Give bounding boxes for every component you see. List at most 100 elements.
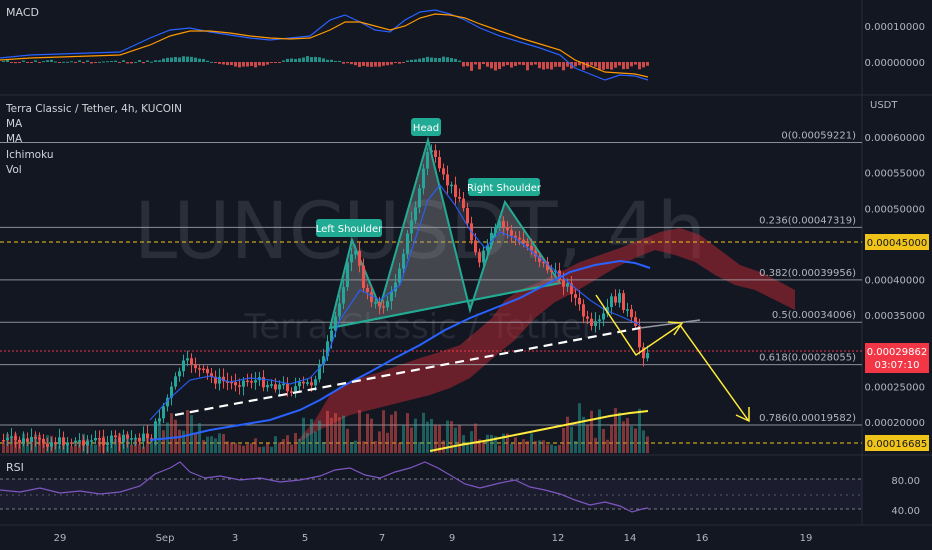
volume-bar bbox=[234, 442, 237, 453]
volume-bar bbox=[414, 418, 417, 453]
macd-histogram-bar bbox=[182, 56, 185, 62]
macd-histogram-bar bbox=[358, 62, 361, 67]
volume-bar bbox=[222, 434, 225, 453]
candle-body bbox=[510, 230, 513, 236]
macd-histogram-bar bbox=[150, 61, 153, 63]
macd-histogram-bar bbox=[38, 62, 41, 63]
candle-body bbox=[106, 442, 109, 446]
macd-pane-title[interactable]: MACD bbox=[6, 6, 39, 19]
candle-body bbox=[298, 381, 301, 387]
head-label[interactable]: Head bbox=[411, 118, 441, 136]
projection-path[interactable] bbox=[595, 294, 749, 421]
macd-histogram-bar bbox=[350, 62, 353, 65]
indicator-ma-2[interactable]: MA bbox=[6, 133, 23, 145]
macd-histogram-bar bbox=[450, 58, 453, 62]
current-price-badge: 0.00029862 03:07:10 bbox=[865, 343, 929, 373]
volume-bar bbox=[494, 436, 497, 453]
candle-body bbox=[146, 433, 149, 439]
volume-bar bbox=[570, 426, 573, 453]
ascending-trendline[interactable] bbox=[174, 326, 641, 417]
candle-body bbox=[382, 306, 385, 308]
left-shoulder-label-text: Left Shoulder bbox=[316, 224, 383, 235]
macd-histogram-bar bbox=[258, 62, 261, 66]
volume-bar bbox=[114, 438, 117, 453]
macd-histogram-bar bbox=[498, 62, 501, 70]
macd-histogram-bar bbox=[114, 60, 117, 62]
candle-body bbox=[62, 437, 65, 446]
volume-bar bbox=[294, 433, 297, 453]
left-shoulder-label[interactable]: Left Shoulder bbox=[316, 219, 383, 237]
volume-bar bbox=[350, 441, 353, 453]
candle-body bbox=[414, 207, 417, 221]
volume-bar bbox=[370, 418, 373, 453]
rsi-pane-title[interactable]: RSI bbox=[6, 461, 24, 474]
volume-bar bbox=[382, 410, 385, 453]
volume-bar bbox=[330, 417, 333, 453]
macd-histogram-bar bbox=[482, 62, 485, 65]
candle-body bbox=[198, 368, 201, 370]
time-axis[interactable]: 29 Sep 3 5 7 9 12 14 16 19 bbox=[54, 533, 813, 544]
candle-body bbox=[322, 356, 325, 365]
macd-histogram-bar bbox=[82, 62, 85, 64]
moving-average-blue bbox=[149, 259, 651, 441]
candle-body bbox=[346, 262, 349, 288]
price-axis[interactable]: 0.00060000 0.00055000 0.00050000 0.00040000… bbox=[865, 133, 925, 429]
candle-body bbox=[530, 245, 533, 251]
candle-body bbox=[182, 360, 185, 372]
candle-body bbox=[82, 440, 85, 446]
time-axis-label: 9 bbox=[449, 533, 455, 544]
macd-histogram-bar bbox=[54, 61, 57, 63]
candle-body bbox=[78, 440, 81, 442]
right-shoulder-label[interactable]: Right Shoulder bbox=[467, 178, 542, 196]
macd-histogram-bar bbox=[202, 58, 205, 62]
volume-bar bbox=[174, 419, 177, 453]
volume-bar bbox=[478, 439, 481, 453]
fibonacci-label: 0.786(0.00019582) bbox=[759, 413, 856, 424]
candle-body bbox=[342, 287, 345, 304]
macd-histogram-bar bbox=[10, 62, 13, 63]
candle-body bbox=[162, 406, 165, 419]
macd-histogram-bar bbox=[174, 56, 177, 62]
candle-body bbox=[18, 439, 21, 443]
volume-bar bbox=[238, 444, 241, 453]
volume-bar bbox=[582, 416, 585, 453]
macd-histogram-bar bbox=[74, 62, 77, 63]
volume-bar bbox=[526, 441, 529, 453]
candle-body bbox=[454, 184, 457, 197]
macd-histogram-bar bbox=[362, 62, 365, 66]
volume-bar bbox=[246, 444, 249, 453]
volume-bar bbox=[74, 442, 77, 453]
candle-body bbox=[138, 437, 141, 442]
symbol-title[interactable]: Terra Classic / Tether, 4h, KUCOIN bbox=[5, 103, 182, 115]
volume-bar bbox=[302, 417, 305, 453]
candle-body bbox=[134, 437, 137, 440]
fibonacci-label: 0.5(0.00034006) bbox=[772, 310, 856, 321]
volume-bar bbox=[542, 440, 545, 453]
neckline[interactable] bbox=[329, 282, 561, 329]
volume-bar bbox=[394, 411, 397, 453]
macd-histogram-bar bbox=[170, 57, 173, 62]
indicator-ichimoku[interactable]: Ichimoku bbox=[6, 149, 54, 161]
macd-histogram-bar bbox=[466, 62, 469, 67]
macd-histogram-bar bbox=[618, 62, 621, 66]
volume-bar bbox=[138, 444, 141, 453]
macd-histogram-bar bbox=[634, 62, 637, 65]
macd-histogram-bar bbox=[550, 62, 553, 70]
candle-body bbox=[122, 434, 125, 443]
candle-body bbox=[270, 384, 273, 386]
candle-body bbox=[486, 245, 489, 251]
volume-bar bbox=[226, 441, 229, 453]
indicator-volume[interactable]: Vol bbox=[6, 164, 22, 176]
indicator-ma-1[interactable]: MA bbox=[6, 118, 23, 130]
volume-bar bbox=[514, 437, 517, 453]
price-axis-label: 0.00025000 bbox=[865, 382, 925, 393]
support-price-badge-bg bbox=[865, 435, 929, 451]
volume-bar bbox=[134, 439, 137, 453]
macd-histogram-bar bbox=[178, 57, 181, 62]
macd-histogram-bar bbox=[526, 62, 529, 71]
trendline-extension[interactable] bbox=[639, 319, 701, 329]
macd-histogram-bar bbox=[534, 62, 537, 65]
volume-bar bbox=[186, 409, 189, 453]
volume-bar bbox=[450, 421, 453, 453]
